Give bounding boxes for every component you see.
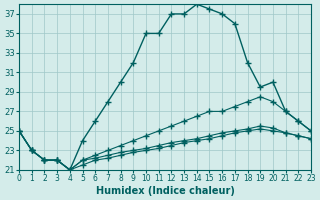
X-axis label: Humidex (Indice chaleur): Humidex (Indice chaleur) [96,186,235,196]
